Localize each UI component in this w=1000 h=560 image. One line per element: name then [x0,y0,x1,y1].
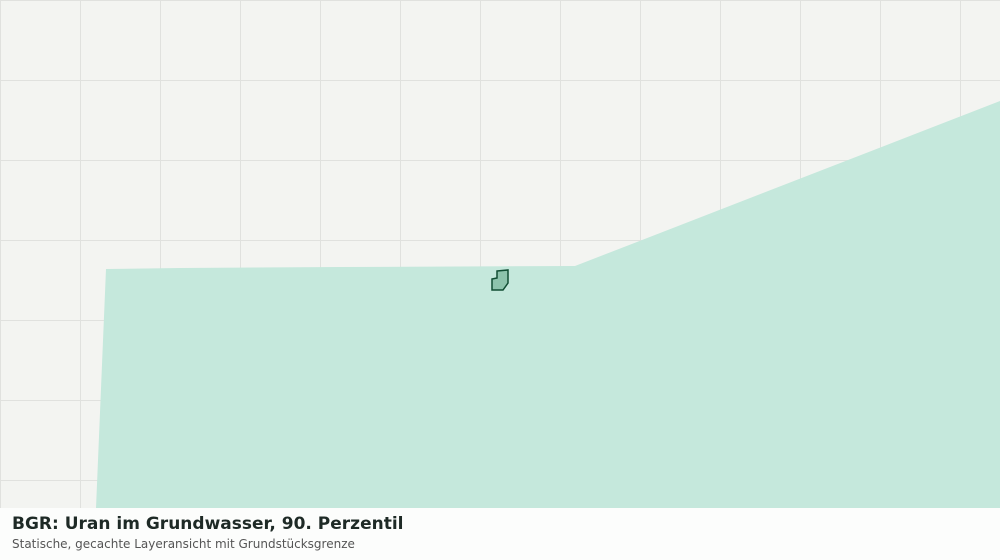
caption: BGR: Uran im Grundwasser, 90. Perzentil … [0,508,1000,560]
layer-title: BGR: Uran im Grundwasser, 90. Perzentil [12,514,404,534]
layer-subtitle: Statische, gecachte Layeransicht mit Gru… [12,537,355,551]
parcel-boundary [491,269,509,291]
uranium-layer-area [96,101,1000,508]
map [0,0,1000,508]
